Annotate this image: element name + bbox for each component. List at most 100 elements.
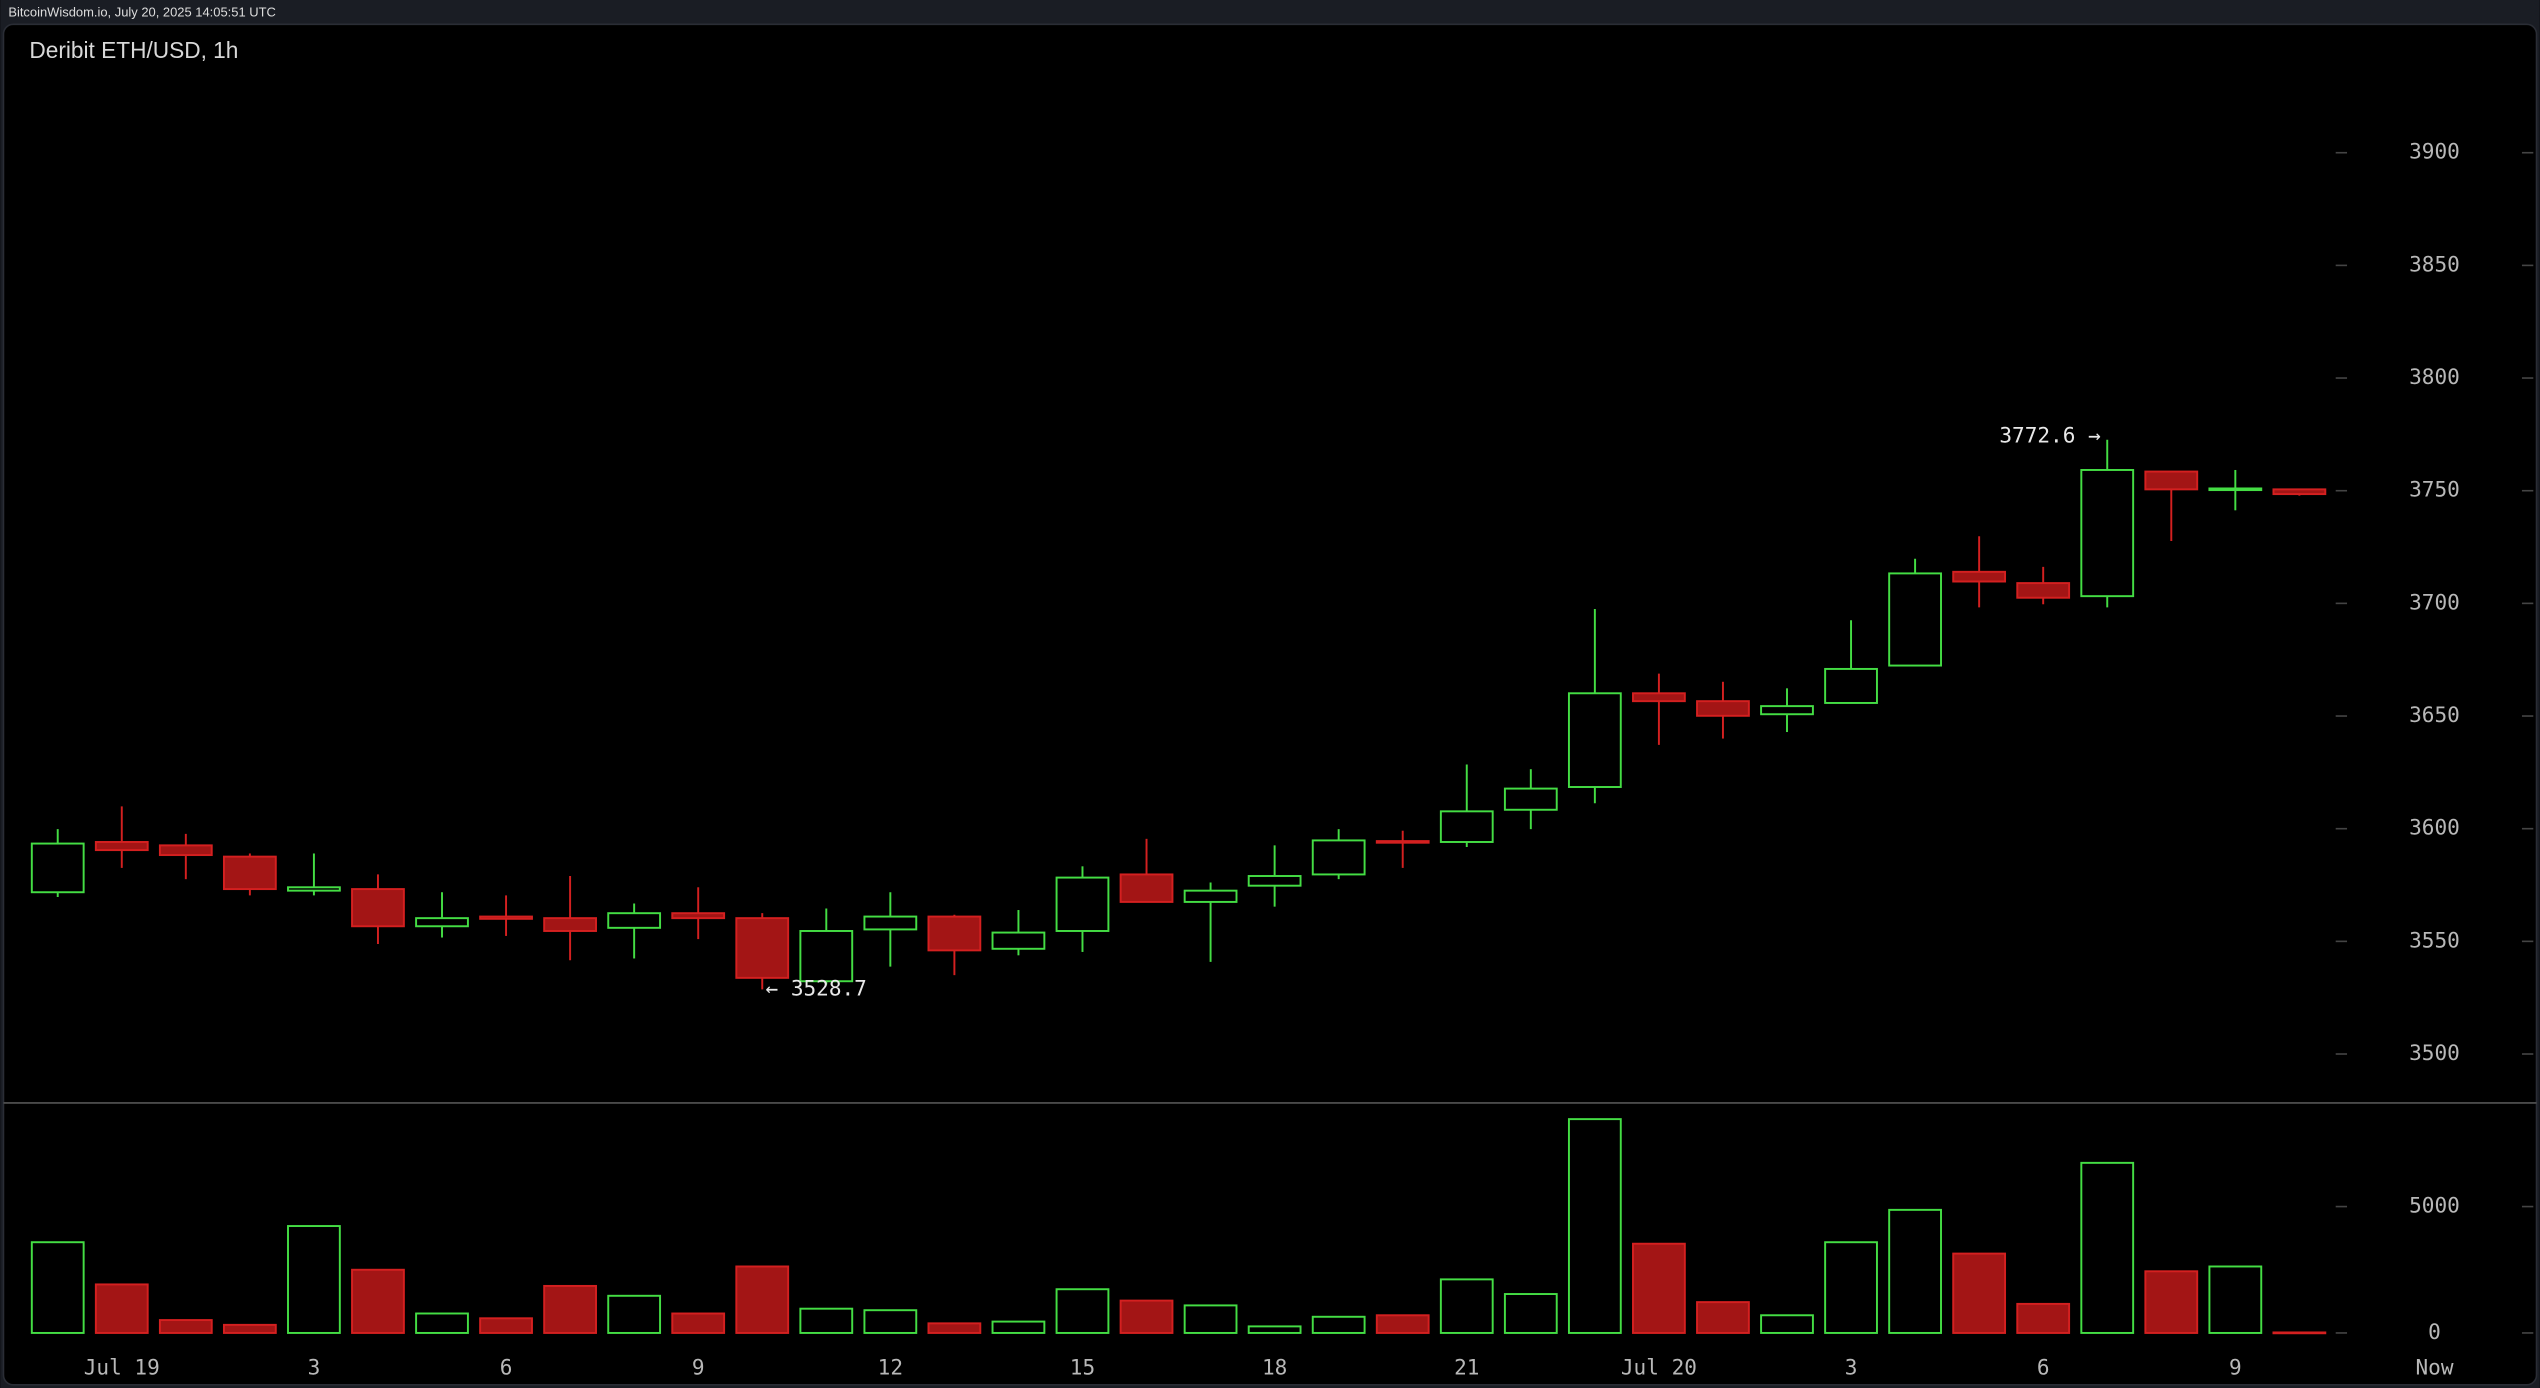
candle-body [1183,889,1238,903]
chart-frame [2,23,2538,1386]
y-tick-label: 3650 [2409,702,2460,727]
volume-bar [991,1320,1046,1334]
y-tick-label: 3500 [2409,1040,2460,1065]
x-tick-label: 9 [692,1355,705,1380]
y-tick-label: 3600 [2409,815,2460,840]
x-tick-label: Jul 20 [1621,1355,1697,1380]
candle-body [1567,692,1622,788]
candle-body [1952,570,2007,583]
candle-body [1375,840,1430,844]
candle-body [222,855,277,891]
volume-bar [1311,1315,1366,1334]
volume-bar [2208,1265,2263,1334]
volume-bar [799,1307,854,1334]
volume-tick-label: 5000 [2409,1193,2460,1218]
candle-body [927,915,982,952]
candle-body [991,931,1046,950]
x-tick-label: 9 [2229,1355,2242,1380]
candle-body [351,888,405,928]
volume-bar [158,1319,213,1334]
volume-bar [1632,1242,1686,1334]
volume-bar [927,1322,982,1334]
volume-bar [1888,1208,1942,1334]
volume-bar [1247,1325,1302,1334]
volume-bar [222,1323,277,1334]
y-tick-label: 3850 [2409,251,2460,276]
candle-body [2016,582,2071,599]
x-tick-label: 6 [2037,1355,2050,1380]
candle-body [1119,873,1174,903]
x-tick-label: 18 [1262,1355,1287,1380]
volume-bar [1824,1241,1878,1334]
x-tick-label: 6 [500,1355,513,1380]
candle-body [2144,470,2199,491]
volume-bar [735,1265,790,1334]
volume-bar [671,1312,726,1334]
x-tick-label: Jul 19 [84,1355,160,1380]
volume-bar [2144,1270,2199,1334]
volume-bar [543,1284,597,1334]
candle-body [287,886,341,892]
candle-body [1503,787,1558,811]
candle-body [94,841,149,852]
volume-bar [415,1312,469,1334]
x-tick-label: 21 [1454,1355,1479,1380]
candle-body [1824,667,1878,704]
volume-bar [1439,1278,1494,1334]
candle-body [415,917,469,928]
candle-body [2080,469,2135,598]
volume-bar [1696,1301,1750,1334]
candle-body [735,917,790,979]
candle-body [1632,692,1686,703]
candle-body [1439,810,1494,843]
annotation-high: 3772.6 → [1999,423,2100,448]
x-tick-label: 12 [878,1355,903,1380]
x-tick-label: 3 [1845,1355,1858,1380]
volume-bar [479,1317,533,1334]
candle-body [1696,700,1750,717]
volume-bar [1503,1293,1558,1334]
x-tick-label: 3 [308,1355,321,1380]
annotation-low: ← 3528.7 [765,975,866,1000]
candle-body [1055,876,1110,932]
header: BitcoinWisdom.io, July 20, 2025 14:05:51… [8,4,276,19]
x-tick-label: 15 [1070,1355,1095,1380]
y-tick-label: 3700 [2409,589,2460,614]
volume-bar [1183,1304,1238,1334]
volume-bar [1760,1314,1814,1334]
y-tick-label: 3750 [2409,477,2460,502]
chart-title: Deribit ETH/USD, 1h [29,37,238,63]
volume-tick-label: 0 [2428,1319,2441,1344]
volume-bar [1119,1299,1174,1334]
candle-body [2208,487,2263,492]
y-tick-label: 3900 [2409,139,2460,164]
volume-bar [351,1268,405,1334]
volume-bar [1567,1118,1622,1334]
y-tick-label: 3800 [2409,364,2460,389]
volume-bar [2016,1302,2071,1334]
candle-body [543,917,597,932]
volume-bar [2272,1331,2327,1335]
volume-bar [30,1241,85,1334]
candle-body [1888,572,1942,667]
volume-bar [1055,1288,1110,1334]
candle-body [1311,839,1366,876]
candle-body [1760,705,1814,716]
candle-body [1247,875,1302,887]
volume-bar [863,1309,918,1334]
candle-body [158,844,213,857]
y-tick-label: 3550 [2409,927,2460,952]
x-now-label: Now [2415,1355,2453,1380]
volume-bar [1952,1252,2007,1334]
candle-body [607,912,662,929]
volume-bar [1375,1314,1430,1334]
candle-body [479,915,533,920]
candle-body [863,915,918,931]
volume-bar [287,1225,341,1334]
candle-body [30,842,85,894]
volume-bar [2080,1161,2135,1334]
candle-body [799,930,854,983]
candle-body [671,912,726,920]
volume-bar [94,1283,149,1334]
